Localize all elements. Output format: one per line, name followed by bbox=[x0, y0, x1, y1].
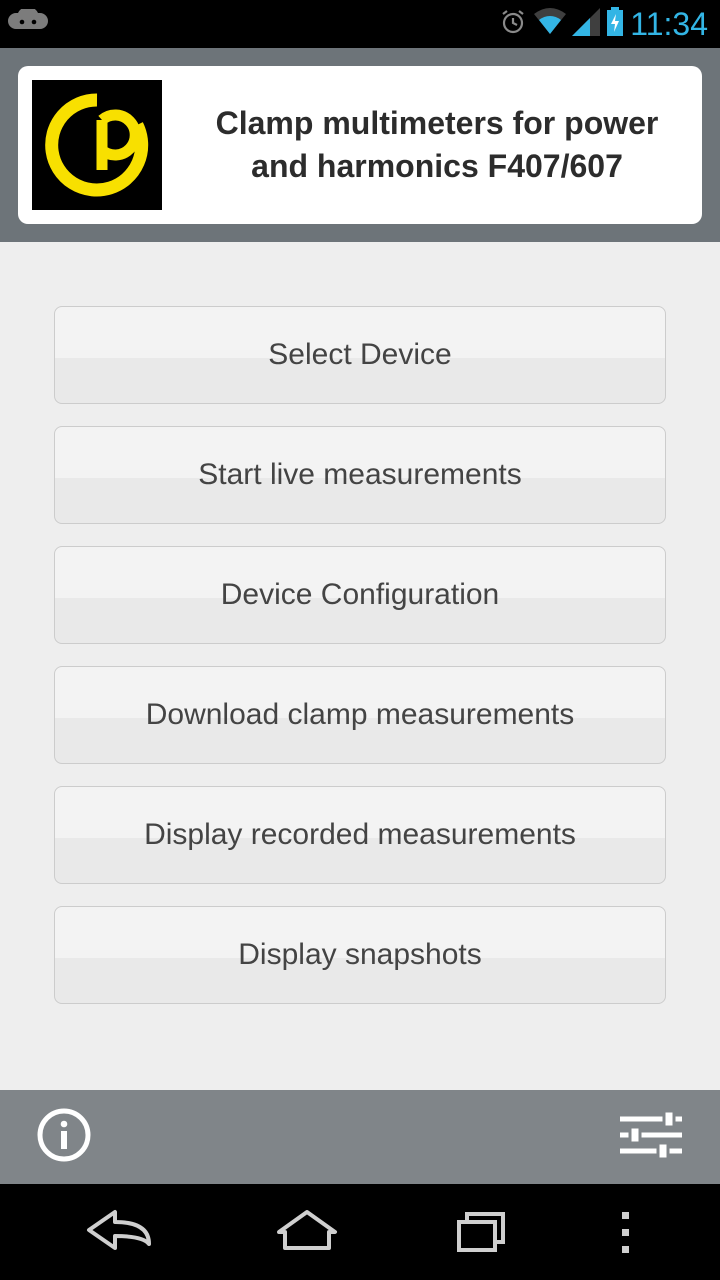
download-clamp-measurements-button[interactable]: Download clamp measurements bbox=[54, 666, 666, 764]
header-band: Clamp multimeters for power and harmonic… bbox=[0, 48, 720, 242]
battery-charging-icon bbox=[606, 7, 624, 42]
menu-button-label: Download clamp measurements bbox=[146, 698, 575, 732]
alarm-icon bbox=[498, 7, 528, 42]
wifi-icon bbox=[534, 8, 566, 41]
status-right: 11:34 bbox=[498, 6, 708, 43]
select-device-button[interactable]: Select Device bbox=[54, 306, 666, 404]
main-menu: Select Device Start live measurements De… bbox=[0, 242, 720, 1044]
menu-button-label: Select Device bbox=[268, 338, 451, 372]
app-logo bbox=[32, 80, 162, 210]
signal-icon bbox=[572, 8, 600, 41]
info-icon[interactable] bbox=[34, 1105, 94, 1170]
sliders-icon[interactable] bbox=[616, 1107, 686, 1168]
menu-button-label: Display snapshots bbox=[238, 938, 481, 972]
status-time: 11:34 bbox=[630, 6, 708, 43]
bottom-toolbar bbox=[0, 1090, 720, 1184]
start-live-measurements-button[interactable]: Start live measurements bbox=[54, 426, 666, 524]
display-snapshots-button[interactable]: Display snapshots bbox=[54, 906, 666, 1004]
back-icon[interactable] bbox=[83, 1206, 163, 1259]
status-bar: 11:34 bbox=[0, 0, 720, 48]
home-icon[interactable] bbox=[273, 1206, 341, 1259]
menu-button-label: Start live measurements bbox=[198, 458, 521, 492]
nav-bar bbox=[0, 1184, 720, 1280]
page-title: Clamp multimeters for power and harmonic… bbox=[186, 102, 688, 188]
display-recorded-measurements-button[interactable]: Display recorded measurements bbox=[54, 786, 666, 884]
header-card: Clamp multimeters for power and harmonic… bbox=[18, 66, 702, 224]
recents-icon[interactable] bbox=[452, 1206, 512, 1259]
menu-button-label: Display recorded measurements bbox=[144, 818, 576, 852]
device-configuration-button[interactable]: Device Configuration bbox=[54, 546, 666, 644]
status-left bbox=[8, 9, 48, 40]
android-debug-icon bbox=[8, 9, 48, 40]
menu-overflow-icon[interactable] bbox=[622, 1212, 637, 1253]
menu-button-label: Device Configuration bbox=[221, 578, 499, 612]
